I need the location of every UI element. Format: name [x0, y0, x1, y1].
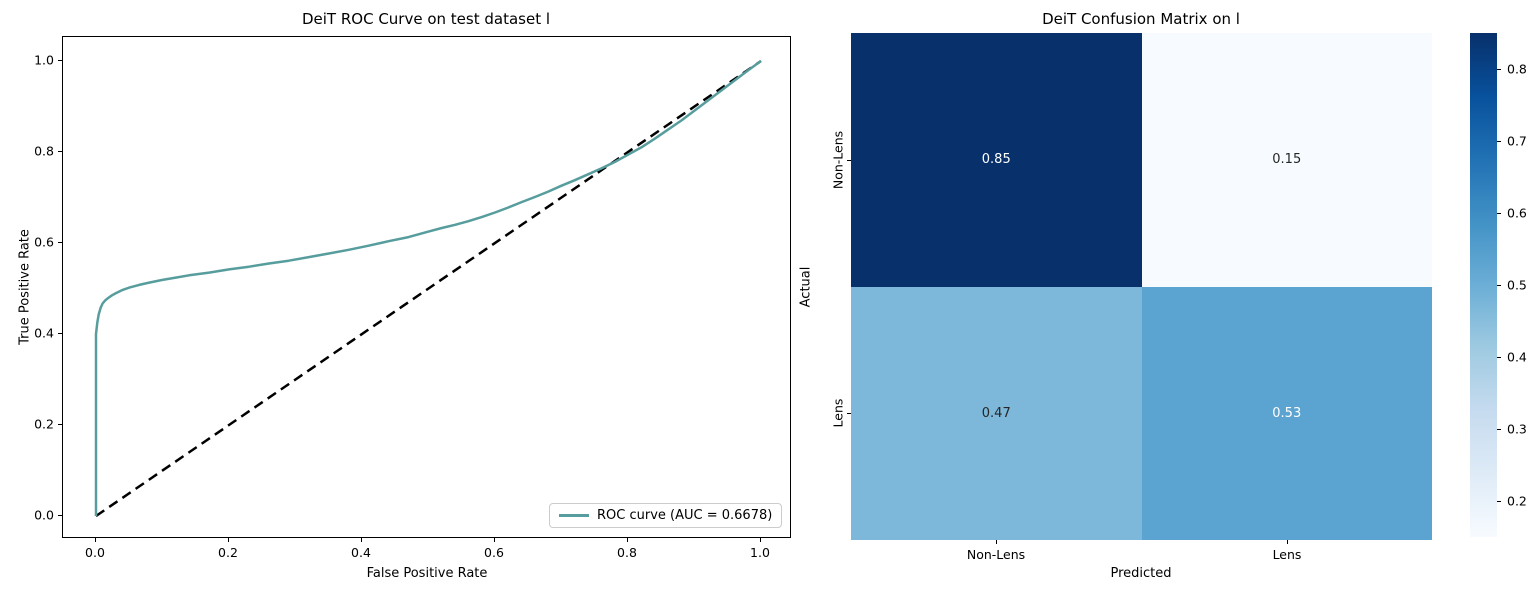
cm-cell-non-lens-lens: 0.15	[1141, 33, 1432, 287]
cm-cell-lens-lens: 0.53	[1141, 286, 1432, 540]
roc-xtick-mark	[760, 538, 761, 542]
roc-legend: ROC curve (AUC = 0.6678)	[549, 503, 783, 528]
roc-legend-label: ROC curve (AUC = 0.6678)	[597, 508, 773, 523]
roc-curve-svg	[94, 59, 762, 518]
colorbar-tick-label: 0.4	[1507, 349, 1527, 365]
cm-xtick-nonlens: Non-Lens	[966, 547, 1026, 562]
roc-xtick-label: 1.0	[750, 545, 770, 560]
colorbar-tick-mark	[1497, 213, 1501, 214]
confusion-matrix-title: DeiT Confusion Matrix on l	[1042, 10, 1240, 28]
colorbar-tick-label: 0.2	[1507, 493, 1527, 509]
colorbar	[1470, 33, 1497, 537]
colorbar-tick-label: 0.6	[1507, 205, 1527, 221]
cm-xaxis-label: Predicted	[1110, 566, 1172, 581]
colorbar-tick-mark	[1497, 357, 1501, 358]
colorbar-tick-mark	[1497, 501, 1501, 502]
cm-yaxis-label: Actual	[798, 266, 814, 308]
chance-diagonal-line	[95, 59, 762, 518]
roc-ytick-label: 0.2	[34, 416, 54, 432]
cm-cell-non-lens-non-lens: 0.85	[851, 33, 1142, 287]
roc-yaxis-label: True Positive Rate	[17, 229, 33, 345]
colorbar-tick-mark	[1497, 69, 1501, 70]
roc-ytick-mark	[58, 515, 62, 516]
roc-xaxis-label: False Positive Rate	[366, 566, 488, 581]
roc-xtick-label: 0.0	[85, 545, 105, 560]
roc-xtick-mark	[228, 538, 229, 542]
colorbar-tick-mark	[1497, 429, 1501, 430]
colorbar-tick-label: 0.3	[1507, 421, 1527, 437]
cm-ytick-lens: Lens	[830, 398, 846, 428]
roc-axes	[62, 36, 791, 538]
roc-ytick-label: 0.4	[34, 325, 54, 341]
roc-plot-title: DeiT ROC Curve on test dataset l	[301, 10, 551, 28]
roc-ytick-mark	[58, 151, 62, 152]
cm-xtick-lens: Lens	[1272, 547, 1302, 562]
roc-ytick-label: 0.8	[34, 143, 54, 159]
roc-xtick-mark	[627, 538, 628, 542]
roc-legend-line-swatch	[559, 514, 589, 517]
roc-xtick-label: 0.6	[484, 545, 504, 560]
roc-ytick-label: 1.0	[34, 52, 54, 68]
colorbar-tick-label: 0.5	[1507, 277, 1527, 293]
roc-curve-line	[94, 59, 762, 516]
roc-ytick-mark	[58, 242, 62, 243]
roc-ytick-mark	[58, 424, 62, 425]
roc-ytick-mark	[58, 333, 62, 334]
cm-xtick-mark	[996, 540, 997, 544]
roc-xtick-mark	[361, 538, 362, 542]
roc-ytick-label: 0.6	[34, 234, 54, 250]
roc-xtick-label: 0.8	[617, 545, 637, 560]
colorbar-tick-label: 0.7	[1507, 133, 1527, 149]
cm-ytick-nonlens: Non-Lens	[830, 130, 846, 190]
colorbar-tick-label: 0.8	[1507, 61, 1527, 77]
roc-xtick-label: 0.2	[218, 545, 238, 560]
confusion-matrix-heatmap: 0.85 0.15 0.47 0.53	[851, 33, 1432, 540]
roc-ytick-mark	[58, 60, 62, 61]
cm-ytick-mark	[847, 160, 851, 161]
cm-xtick-mark	[1287, 540, 1288, 544]
cm-cell-lens-non-lens: 0.47	[851, 286, 1142, 540]
roc-xtick-mark	[95, 538, 96, 542]
roc-xtick-label: 0.4	[351, 545, 371, 560]
colorbar-tick-mark	[1497, 141, 1501, 142]
cm-ytick-mark	[847, 413, 851, 414]
roc-ytick-label: 0.0	[34, 507, 54, 523]
colorbar-tick-mark	[1497, 285, 1501, 286]
roc-xtick-mark	[494, 538, 495, 542]
